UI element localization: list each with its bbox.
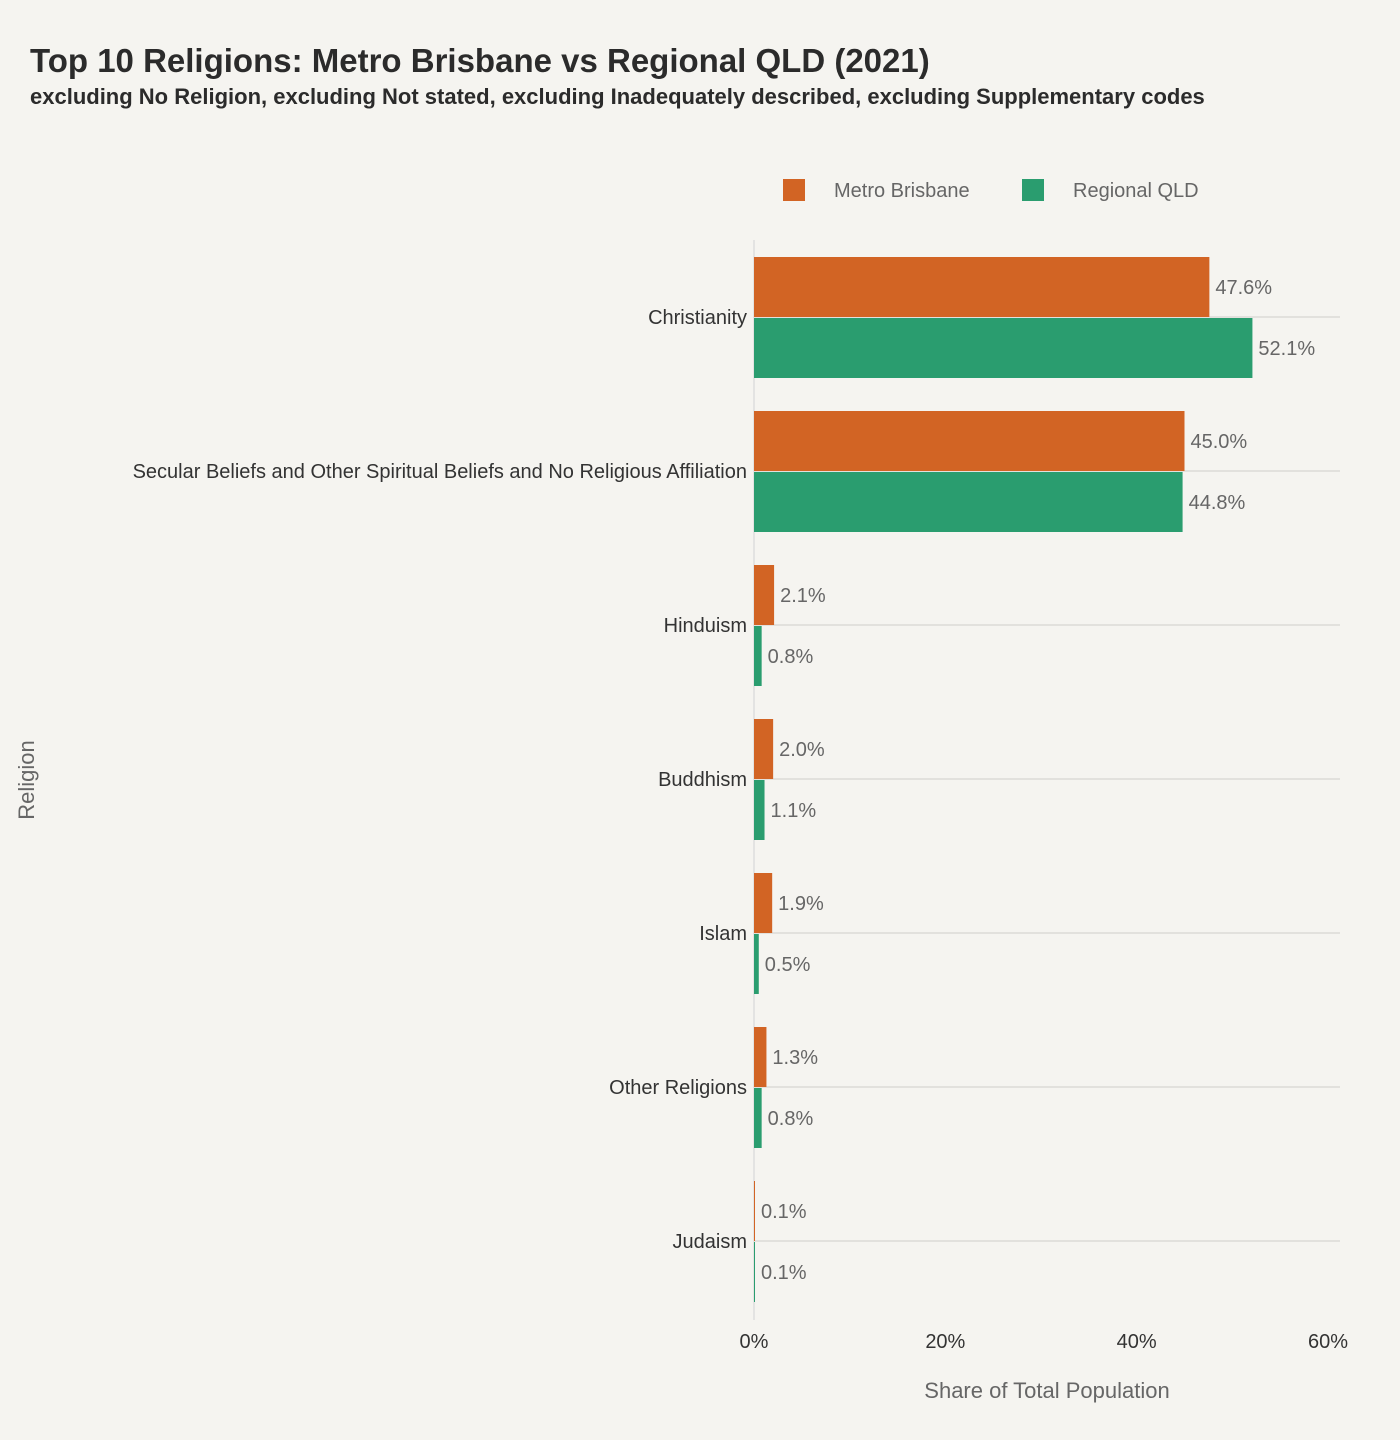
- x-tick-label: 60%: [1308, 1331, 1348, 1353]
- chart-subtitle: excluding No Religion, excluding Not sta…: [30, 84, 1205, 109]
- bar-regional-qld-hinduism: [754, 626, 762, 686]
- data-label: 0.5%: [765, 954, 811, 976]
- bar-metro-brisbane-christianity: [754, 257, 1210, 317]
- data-label: 1.9%: [778, 893, 824, 915]
- data-label: 45.0%: [1191, 431, 1248, 453]
- data-labels: 47.6% 45.0% 2.1% 2.0% 1.9% 1.3% 0.1% 52.1% 44.8%…: [761, 277, 1315, 1284]
- x-axis-title: Share of Total Population: [924, 1378, 1169, 1403]
- bar-regional-qld-secular-beliefs-and-other-spiritual-beliefs-and-no-religious-affiliation: [754, 472, 1183, 532]
- data-label: 1.1%: [771, 800, 817, 822]
- data-label: 1.3%: [772, 1047, 818, 1069]
- data-label: 0.1%: [761, 1201, 807, 1223]
- x-tick-label: 40%: [1117, 1331, 1157, 1353]
- data-label: 2.0%: [779, 739, 825, 761]
- category-label-christianity: Christianity: [648, 307, 747, 329]
- bar-metro-brisbane-judaism: [754, 1181, 755, 1241]
- bar-regional-qld-christianity: [754, 318, 1253, 378]
- data-label: 0.8%: [768, 646, 814, 668]
- category-label-buddhism: Buddhism: [658, 769, 747, 791]
- bar-metro-brisbane-islam: [754, 873, 773, 933]
- bar-metro-brisbane-hinduism: [754, 565, 775, 625]
- x-tick-labels: 0% 20% 40% 60%: [740, 1331, 1349, 1353]
- category-label-other-religions: Other Religions: [609, 1077, 747, 1099]
- grid-lines: [753, 240, 1340, 1320]
- category-label-hinduism: Hinduism: [664, 615, 747, 637]
- bar-metro-brisbane-other-religions: [754, 1027, 767, 1087]
- data-label: 44.8%: [1189, 492, 1246, 514]
- bar-metro-brisbane-buddhism: [754, 719, 774, 779]
- category-label-secular-beliefs-and-other-spiritual-beliefs-and-no-religious-affiliation: Secular Beliefs and Other Spiritual Beli…: [133, 461, 747, 483]
- legend: Metro Brisbane Regional QLD: [783, 179, 1199, 202]
- legend-label-metro-brisbane: Metro Brisbane: [834, 180, 970, 202]
- data-label: 0.1%: [761, 1262, 807, 1284]
- data-label: 2.1%: [780, 585, 826, 607]
- category-label-judaism: Judaism: [673, 1231, 747, 1253]
- bar-regional-qld-other-religions: [754, 1088, 762, 1148]
- bars: [754, 257, 1253, 1302]
- chart-title: Top 10 Religions: Metro Brisbane vs Regi…: [30, 42, 930, 79]
- legend-label-regional-qld: Regional QLD: [1073, 180, 1199, 202]
- legend-swatch-metro-brisbane: [783, 179, 805, 201]
- bar-regional-qld-islam: [754, 934, 759, 994]
- data-label: 47.6%: [1215, 277, 1272, 299]
- data-label: 52.1%: [1258, 338, 1315, 360]
- y-axis-title: Religion: [14, 740, 39, 820]
- data-label: 0.8%: [768, 1108, 814, 1130]
- category-label-islam: Islam: [699, 923, 747, 945]
- category-labels: Christianity Secular Beliefs and Other Sp…: [133, 307, 747, 1253]
- bar-regional-qld-judaism: [754, 1242, 755, 1302]
- x-tick-label: 0%: [740, 1331, 769, 1353]
- bar-regional-qld-buddhism: [754, 780, 765, 840]
- legend-swatch-regional-qld: [1022, 179, 1044, 201]
- bar-metro-brisbane-secular-beliefs-and-other-spiritual-beliefs-and-no-religious-affiliation: [754, 411, 1185, 471]
- x-tick-label: 20%: [925, 1331, 965, 1353]
